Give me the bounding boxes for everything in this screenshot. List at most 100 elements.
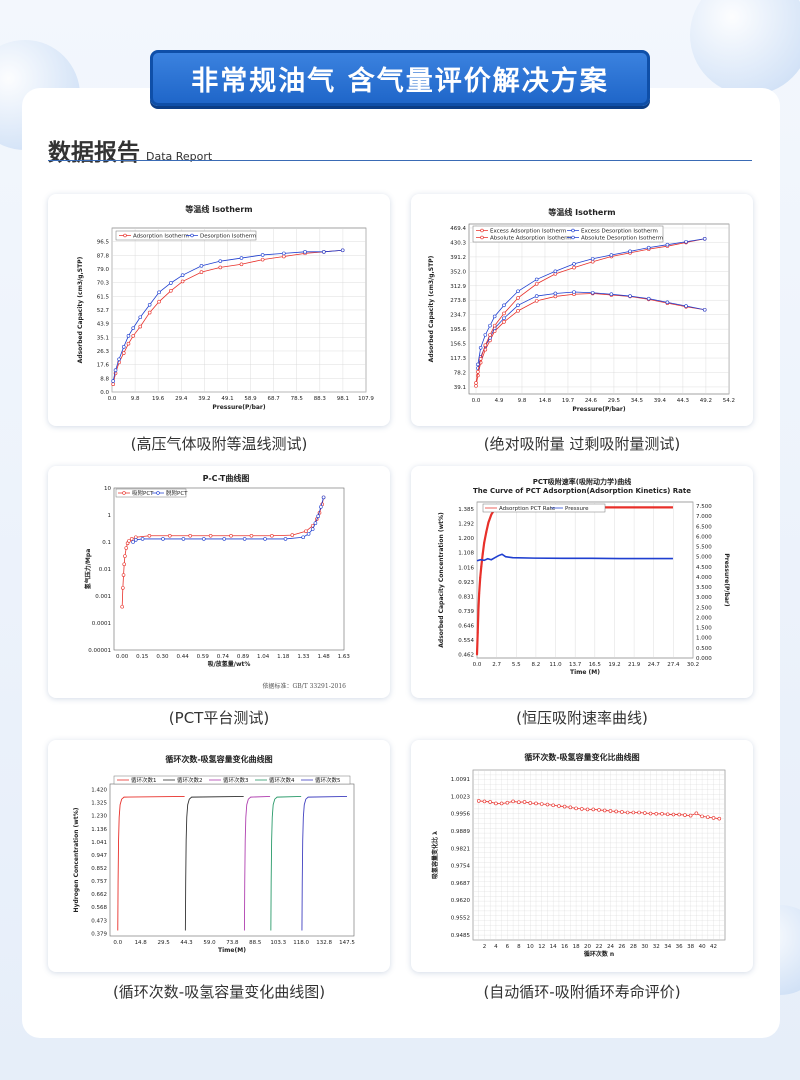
y-right-tick-label: 0.500 xyxy=(696,646,712,652)
x-tick-label: 0.74 xyxy=(217,654,230,660)
data-point xyxy=(553,269,558,274)
legend-marker xyxy=(480,228,484,233)
data-point xyxy=(700,814,704,819)
y-tick-label: 156.5 xyxy=(450,342,466,348)
data-point xyxy=(488,323,492,328)
data-point xyxy=(522,800,527,804)
y-tick-label: 8.8 xyxy=(100,376,109,382)
y-tick-label: 430.3 xyxy=(450,240,466,246)
data-point xyxy=(476,631,479,634)
data-point xyxy=(499,801,504,806)
data-point xyxy=(481,553,484,555)
data-point xyxy=(479,576,482,579)
data-point xyxy=(474,381,478,385)
legend-box xyxy=(115,488,187,498)
chart-title: 循环次数-吸氢容量变化曲线图 xyxy=(164,754,272,764)
x-tick-label: 4 xyxy=(494,944,498,950)
data-point xyxy=(590,256,595,261)
data-point xyxy=(322,250,326,254)
legend-label: Adsorption Isotherm xyxy=(133,234,189,240)
x-tick-label: 98.1 xyxy=(337,396,349,402)
data-point xyxy=(316,514,320,519)
y-tick-label: 0.473 xyxy=(91,918,107,924)
data-point xyxy=(321,495,326,500)
x-tick-label: 13.7 xyxy=(569,662,582,668)
x-tick-label: 58.9 xyxy=(244,396,257,402)
y-right-tick-label: 5.500 xyxy=(696,545,712,551)
page-banner: 非常规油气 含气量评价解决方案 xyxy=(150,50,650,106)
data-point xyxy=(270,533,274,538)
x-tick-label: 8 xyxy=(517,944,521,950)
x-tick-label: 0.15 xyxy=(136,654,149,660)
x-tick-label: 5.5 xyxy=(512,662,521,668)
data-point xyxy=(492,314,497,319)
data-point xyxy=(476,799,481,803)
x-tick-label: 49.2 xyxy=(700,398,712,404)
x-tick-label: 44.3 xyxy=(180,940,193,946)
y-tick-label: 0.9687 xyxy=(451,881,471,887)
y-tick-label: 0.462 xyxy=(458,653,474,659)
x-tick-label: 24.7 xyxy=(648,662,661,668)
x-tick-label: 0.00 xyxy=(116,654,129,660)
data-point xyxy=(502,316,506,321)
data-point xyxy=(474,384,478,388)
chart-title: 等温线 Isotherm xyxy=(547,207,615,217)
y-tick-label: 0.554 xyxy=(458,638,474,644)
data-point xyxy=(492,323,497,328)
data-point xyxy=(242,537,247,541)
data-point xyxy=(131,326,135,330)
y-tick-label: 0.9754 xyxy=(451,864,471,870)
x-axis-label: Time(M) xyxy=(218,947,246,954)
y-tick-label: 1.016 xyxy=(458,565,474,571)
data-point xyxy=(488,333,492,337)
y-tick-label: 1.041 xyxy=(91,840,107,846)
data-point xyxy=(188,533,193,538)
y-right-tick-label: 6.000 xyxy=(696,534,712,540)
legend-label: Desorption Isotherm xyxy=(200,234,256,240)
x-tick-label: 147.5 xyxy=(339,940,355,946)
data-point xyxy=(609,292,614,297)
data-point xyxy=(502,311,506,316)
y-tick-label: 0.947 xyxy=(91,853,107,859)
legend-marker xyxy=(156,491,160,495)
data-point xyxy=(199,270,204,274)
data-point xyxy=(229,533,233,538)
x-tick-label: 9.8 xyxy=(518,398,527,404)
data-point xyxy=(117,357,121,362)
data-point xyxy=(684,304,688,308)
data-point xyxy=(169,288,173,293)
x-tick-label: 24.6 xyxy=(585,398,598,404)
y-tick-label: 0.01 xyxy=(99,567,111,573)
y-right-tick-label: 7.000 xyxy=(696,514,712,520)
x-tick-label: 20 xyxy=(584,944,591,950)
data-point xyxy=(180,273,185,277)
x-tick-label: 12 xyxy=(538,944,545,950)
series-line xyxy=(270,795,302,931)
data-point xyxy=(478,357,483,361)
data-point xyxy=(476,362,480,367)
x-tick-label: 0.44 xyxy=(176,654,189,660)
legend-label: Absolute Desorption Isotherm xyxy=(581,236,663,242)
plot-area xyxy=(468,223,730,395)
data-point xyxy=(260,253,265,257)
data-point xyxy=(516,309,520,313)
y-tick-label: 61.5 xyxy=(97,294,110,300)
data-point xyxy=(478,346,483,350)
legend-label: Adsorption PCT Rate xyxy=(499,506,556,512)
data-point xyxy=(120,604,124,609)
x-tick-label: 26 xyxy=(618,944,625,950)
data-point xyxy=(671,812,676,817)
data-point xyxy=(167,533,172,538)
data-point xyxy=(553,291,558,296)
data-point xyxy=(282,251,286,256)
x-tick-label: 16.5 xyxy=(589,662,602,668)
series-line xyxy=(184,795,244,931)
chart-cycles-svg: 循环次数-吸氢容量变化曲线图 0.0 14.8 29.5 44.3 59.0 73.8 88.… xyxy=(73,754,355,954)
series-line xyxy=(475,293,705,386)
x-tick-label: 29.5 xyxy=(157,940,170,946)
y-tick-label: 1.136 xyxy=(91,827,107,833)
data-point xyxy=(482,799,487,804)
y-tick-label: 1.200 xyxy=(458,536,474,542)
data-point xyxy=(239,262,244,267)
y-tick-label: 0.739 xyxy=(458,609,474,615)
